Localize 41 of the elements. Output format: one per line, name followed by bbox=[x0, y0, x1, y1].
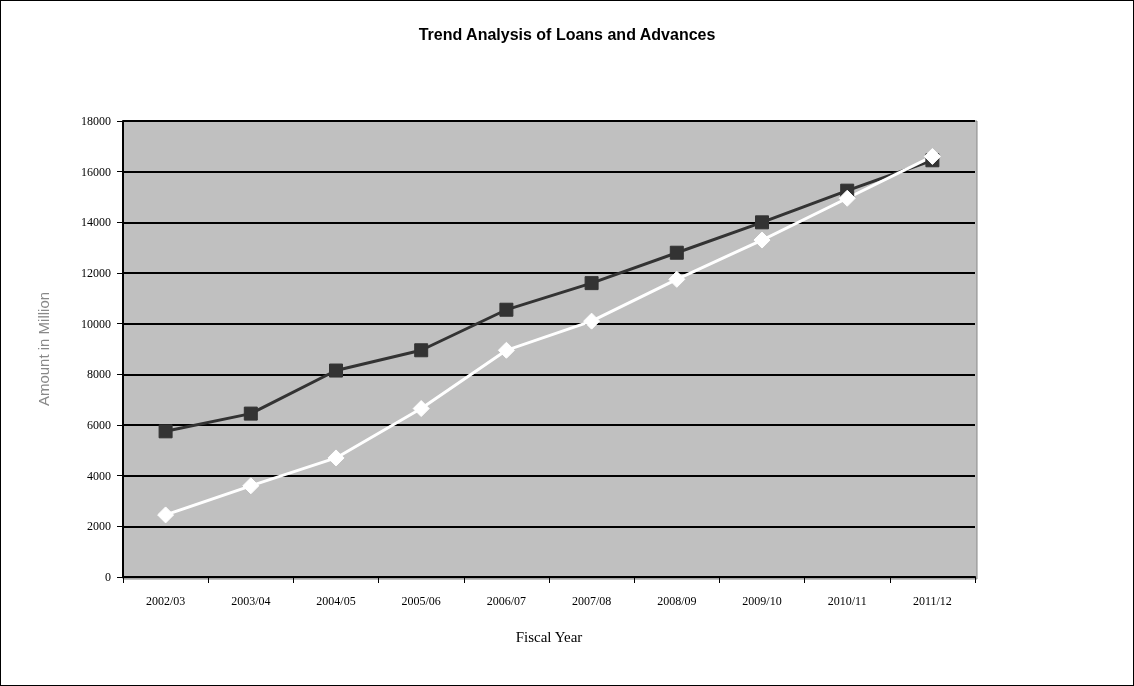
x-tick-label: 2008/09 bbox=[657, 594, 697, 608]
x-tick-label: 2004/05 bbox=[316, 594, 356, 608]
point bbox=[329, 363, 343, 378]
x-tick-label: 2002/03 bbox=[145, 594, 186, 608]
point bbox=[412, 400, 430, 418]
y-tick-label: 16000 bbox=[81, 164, 111, 179]
y-tick-label: 14000 bbox=[81, 215, 111, 230]
y-tick-label: 0 bbox=[105, 570, 111, 584]
x-tick-label: 2009/10 bbox=[742, 594, 782, 608]
x-tick-label: 2010/11 bbox=[827, 594, 867, 608]
y-tick-label: 4000 bbox=[87, 468, 111, 483]
point bbox=[242, 477, 260, 495]
x-tick-label: 2006/07 bbox=[486, 594, 527, 608]
y-axis-title: Amount in Million bbox=[35, 291, 52, 407]
point bbox=[243, 406, 258, 421]
x-tick-label: 2011/12 bbox=[912, 594, 952, 608]
point bbox=[414, 343, 429, 358]
point bbox=[668, 270, 686, 288]
y-tick-label: 10000 bbox=[81, 316, 111, 331]
x-tick-label: 2007/08 bbox=[571, 594, 612, 608]
point bbox=[669, 245, 684, 260]
y-tick-label: 12000 bbox=[81, 266, 111, 280]
point bbox=[157, 506, 175, 524]
point bbox=[584, 276, 599, 291]
y-tick-label: 2000 bbox=[87, 519, 111, 534]
chart-title: Trend Analysis of Loans and Advances bbox=[418, 25, 716, 43]
point bbox=[158, 424, 173, 439]
point bbox=[753, 231, 771, 249]
point bbox=[499, 302, 514, 317]
y-tick-label: 8000 bbox=[87, 367, 111, 382]
point bbox=[327, 449, 345, 467]
point bbox=[497, 341, 515, 359]
y-tick-label: 18000 bbox=[81, 114, 111, 128]
point bbox=[583, 312, 601, 330]
x-axis-title: Fiscal Year bbox=[515, 628, 583, 645]
y-tick-label: 6000 bbox=[87, 418, 111, 432]
point bbox=[838, 189, 856, 207]
x-tick-label: 2003/04 bbox=[231, 594, 271, 608]
x-tick-label: 2005/06 bbox=[401, 594, 441, 608]
point bbox=[755, 215, 769, 230]
point bbox=[923, 147, 941, 165]
